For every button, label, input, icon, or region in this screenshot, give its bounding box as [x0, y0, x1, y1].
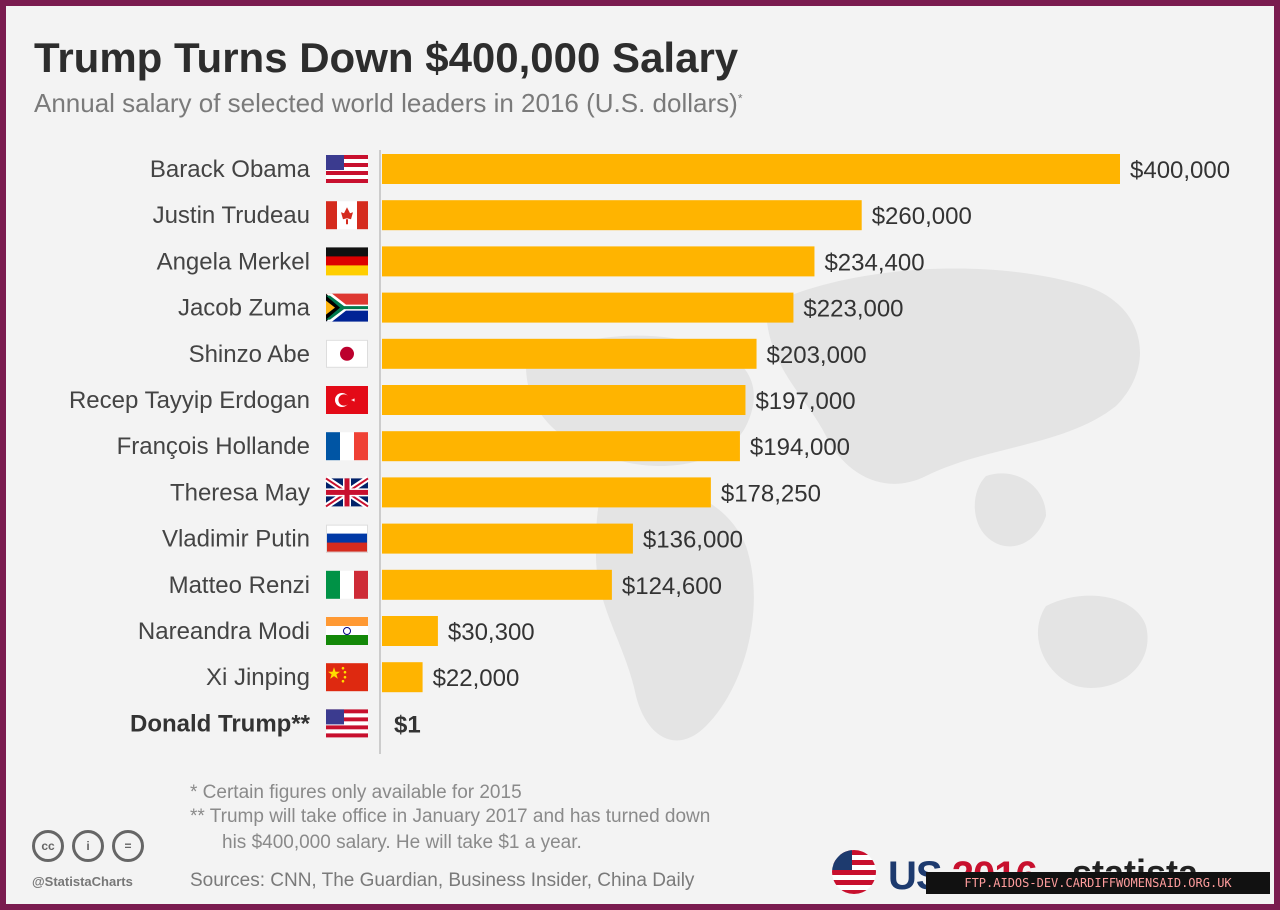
india-flag-icon	[326, 617, 368, 645]
infographic: Trump Turns Down $400,000 Salary Annual …	[6, 6, 1274, 904]
value-label: $178,250	[721, 480, 821, 507]
china-flag-icon	[326, 663, 368, 692]
bar	[382, 154, 1120, 184]
france-flag-icon	[326, 432, 368, 461]
bar	[382, 431, 740, 462]
subtitle-footnote-mark: *	[737, 91, 743, 106]
cc-icon: cc	[32, 830, 64, 862]
russia-flag-icon	[326, 524, 368, 553]
category-label: Theresa May	[170, 479, 310, 506]
us-flag-badge-icon	[832, 850, 876, 894]
bar	[382, 200, 862, 231]
category-label: Matteo Renzi	[169, 572, 310, 599]
value-label: $30,300	[448, 619, 535, 646]
category-label: Justin Trudeau	[153, 202, 310, 229]
bar	[382, 569, 612, 600]
us-flag-icon	[326, 155, 368, 183]
category-label: Xi Jinping	[206, 664, 310, 691]
chart-title: Trump Turns Down $400,000 Salary	[34, 34, 739, 81]
bar-chart: Barack Obama $400,000 Justin Trudeau $260,0…	[69, 150, 1230, 754]
value-label: $400,000	[1130, 157, 1230, 184]
watermark: FTP.AIDOS-DEV.CARDIFFWOMENSAID.ORG.UK	[926, 872, 1270, 894]
germany-flag-icon	[326, 247, 368, 276]
sources: Sources: CNN, The Guardian, Business Ins…	[190, 870, 695, 891]
bar	[382, 616, 438, 646]
footnote-2-continued: his $400,000 salary. He will take $1 a y…	[222, 832, 582, 853]
bar	[382, 338, 757, 369]
uk-flag-icon	[324, 475, 370, 509]
canada-flag-icon	[326, 201, 368, 230]
value-label: $203,000	[767, 342, 867, 369]
footnote-2: ** Trump will take office in January 201…	[190, 806, 711, 827]
bar	[382, 292, 794, 323]
bar	[382, 523, 633, 554]
japan-flag-icon	[326, 339, 368, 368]
category-label: Shinzo Abe	[189, 341, 310, 368]
no-derivatives-icon: =	[112, 830, 144, 862]
category-label: Vladimir Putin	[162, 526, 310, 553]
category-label: Recep Tayyip Erdogan	[69, 387, 310, 414]
us-flag-icon	[326, 709, 368, 738]
bar	[382, 662, 423, 693]
statista-handle: @StatistaCharts	[32, 874, 133, 889]
value-label: $197,000	[755, 388, 855, 415]
category-label: François Hollande	[117, 433, 310, 460]
chart-subtitle: Annual salary of selected world leaders …	[34, 88, 743, 118]
category-label: Donald Trump**	[130, 710, 311, 737]
bar	[382, 246, 815, 277]
italy-flag-icon	[326, 570, 368, 599]
footnote-1: * Certain figures only available for 201…	[190, 782, 522, 803]
value-label: $136,000	[643, 527, 743, 554]
category-label: Angela Merkel	[157, 248, 310, 275]
category-label: Jacob Zuma	[178, 295, 311, 322]
bar	[382, 385, 746, 415]
category-label: Barack Obama	[150, 156, 311, 183]
bar	[382, 477, 711, 508]
value-label: $234,400	[824, 249, 924, 276]
license-icons: cc i =	[32, 830, 144, 862]
attribution-icon: i	[72, 830, 104, 862]
south-africa-flag-icon	[326, 293, 368, 322]
category-label: Nareandra Modi	[138, 618, 310, 645]
value-label: $1	[394, 711, 421, 738]
value-label: $124,600	[622, 573, 722, 600]
value-label: $223,000	[803, 296, 903, 323]
turkey-flag-icon	[326, 386, 368, 414]
value-label: $260,000	[872, 203, 972, 230]
value-label: $194,000	[750, 434, 850, 461]
value-label: $22,000	[433, 665, 520, 692]
